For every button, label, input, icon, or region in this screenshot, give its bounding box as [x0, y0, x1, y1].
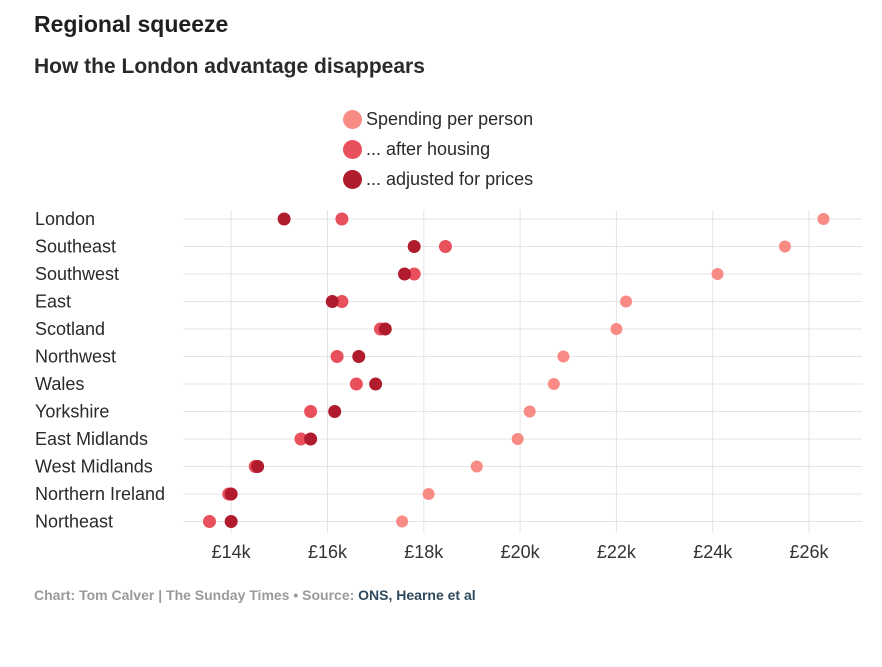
data-point-spending	[711, 268, 724, 280]
x-tick-label: £26k	[790, 542, 830, 562]
data-point-after-housing	[438, 240, 452, 253]
category-label: Northern Ireland	[35, 484, 165, 504]
legend-item-spending: Spending per person	[343, 104, 533, 134]
data-point-spending	[470, 460, 483, 473]
chart-title: Regional squeeze	[34, 11, 229, 37]
footer-source-label: Source:	[302, 587, 359, 603]
data-point-adjusted	[398, 267, 412, 281]
data-point-spending	[422, 488, 435, 500]
data-point-spending	[396, 515, 409, 528]
x-tick-label: £22k	[597, 542, 637, 562]
category-label: Southeast	[35, 237, 116, 257]
legend-swatch-spending	[343, 109, 362, 129]
x-tick-label: £24k	[693, 542, 733, 562]
data-point-after-housing	[294, 432, 308, 446]
footer-source-link[interactable]: ONS, Hearne et al	[358, 587, 476, 603]
category-label: Scotland	[35, 319, 105, 339]
data-point-adjusted	[251, 460, 265, 473]
legend-swatch-adjusted	[343, 169, 362, 189]
data-point-adjusted	[277, 212, 291, 226]
legend-item-adjusted: ... adjusted for prices	[343, 164, 533, 194]
category-label: Northwest	[35, 347, 116, 367]
legend-item-after-housing: ... after housing	[343, 134, 533, 164]
data-point-spending	[610, 323, 623, 335]
data-point-after-housing	[330, 350, 344, 363]
data-point-adjusted	[378, 322, 392, 336]
category-label: London	[35, 209, 95, 229]
x-tick-label: £18k	[404, 542, 444, 562]
data-point-spending	[523, 405, 536, 418]
legend-label-spending: Spending per person	[366, 108, 534, 129]
category-label: East	[35, 292, 71, 312]
footer-author: Chart: Tom Calver | The Sunday Times	[34, 587, 290, 603]
dot-plot: £14k £16k £18k £20k £22k £24k £26k London Southe…	[35, 209, 862, 562]
data-point-spending	[511, 433, 524, 445]
category-label: Yorkshire	[35, 402, 109, 422]
data-point-spending	[557, 350, 570, 363]
data-point-spending	[778, 240, 791, 253]
x-tick-label: £14k	[212, 542, 252, 562]
data-point-after-housing	[407, 267, 421, 281]
legend: Spending per person ... after housing ..…	[343, 104, 533, 194]
x-tick-label: £20k	[501, 542, 541, 562]
chart-subtitle: How the London advantage disappears	[34, 55, 425, 78]
data-point-adjusted	[352, 350, 366, 363]
data-point-adjusted	[328, 405, 342, 418]
footer-credit: Chart: Tom Calver | The Sunday Times • S…	[34, 587, 476, 603]
legend-swatch-after-housing	[343, 139, 362, 159]
category-label: Northeast	[35, 512, 113, 532]
data-point-adjusted	[369, 377, 383, 391]
data-point-after-housing	[335, 295, 349, 308]
category-label: West Midlands	[35, 457, 153, 477]
data-point-spending	[817, 213, 830, 225]
data-point-adjusted	[304, 432, 318, 446]
category-label: Wales	[35, 374, 84, 394]
data-point-after-housing	[202, 515, 216, 528]
legend-label-adjusted: ... adjusted for prices	[366, 168, 534, 189]
data-point-adjusted	[325, 295, 339, 308]
data-point-after-housing	[335, 212, 349, 226]
x-tick-label: £16k	[308, 542, 348, 562]
data-point-after-housing	[304, 405, 318, 418]
category-label: Southwest	[35, 264, 119, 284]
legend-label-after-housing: ... after housing	[366, 138, 491, 159]
data-point-adjusted	[224, 515, 238, 528]
data-point-adjusted	[407, 240, 421, 253]
data-point-spending	[547, 378, 560, 390]
category-label: East Midlands	[35, 429, 148, 449]
footer-separator: •	[289, 587, 303, 603]
data-point-spending	[620, 295, 633, 308]
data-point-adjusted	[224, 487, 238, 501]
data-point-after-housing	[349, 377, 363, 391]
